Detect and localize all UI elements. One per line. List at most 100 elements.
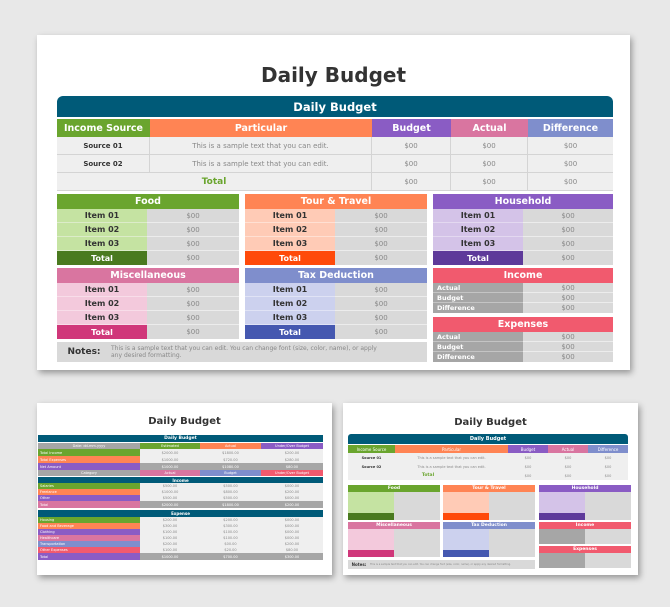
thumb1-cell: $500.00 — [200, 495, 261, 501]
item-value[interactable]: $00 — [147, 297, 239, 311]
thumb1-cell: $200.00 — [261, 449, 323, 456]
particular-cell[interactable]: This is a sample text that you can edit. — [150, 155, 372, 173]
budget-cell[interactable]: $00 — [372, 137, 451, 155]
total-difference[interactable]: $00 — [528, 173, 613, 191]
thumb2-notes-box: Notes: This is a sample text that you ca… — [348, 560, 535, 569]
item-value[interactable]: $00 — [523, 209, 613, 223]
thumb2-col-particular: Particular — [395, 445, 508, 453]
item-value[interactable]: $00 — [147, 223, 239, 237]
thumb2-misc-title: Miscellaneous — [348, 522, 440, 529]
source-cell[interactable]: Source 01 — [57, 137, 150, 155]
thumb2-cell: $00 — [508, 453, 548, 462]
table-banner: Daily Budget — [57, 96, 613, 117]
thumb2-notes-text: This is a sample text that you can edit.… — [370, 563, 511, 566]
notes-text[interactable]: This is a sample text that you can edit.… — [111, 345, 377, 359]
source-cell[interactable]: Source 02 — [57, 155, 150, 173]
thumbnail-slide-1[interactable]: Daily Budget Daily Budget Date: dd-mm-yy… — [37, 403, 332, 575]
thumb1-cell: $1800.00 — [200, 501, 261, 508]
expenses-actual-label: Actual — [433, 332, 523, 342]
expenses-difference-value[interactable]: $00 — [523, 352, 613, 362]
item-value[interactable]: $00 — [335, 297, 427, 311]
item-value[interactable]: $00 — [147, 311, 239, 325]
thumb1-cell: $100.00 — [140, 529, 200, 535]
item-value[interactable]: $00 — [335, 223, 427, 237]
actual-cell[interactable]: $00 — [451, 137, 528, 155]
thumb1-cell: $800.00 — [200, 489, 261, 495]
expenses-budget-value[interactable]: $00 — [523, 342, 613, 352]
thumb1-cell: $1000.00 — [140, 489, 200, 495]
thumb2-household-total — [539, 513, 585, 520]
thumb2-household-items — [539, 492, 585, 513]
thumb1-col-actual: Actual — [200, 443, 261, 449]
income-title: Income — [433, 268, 613, 283]
household-title: Household — [433, 194, 613, 209]
item-value[interactable]: $00 — [335, 283, 427, 297]
thumb2-tour-items — [443, 492, 489, 513]
expenses-budget-label: Budget — [433, 342, 523, 352]
thumb1-cell: $720.00 — [200, 456, 261, 463]
item-value[interactable]: $00 — [523, 237, 613, 251]
item-value[interactable]: $00 — [147, 209, 239, 223]
total-label: Total — [57, 173, 372, 191]
total-value[interactable]: $00 — [147, 325, 239, 339]
thumb2-income-values — [585, 529, 631, 544]
item-value[interactable]: $00 — [147, 237, 239, 251]
actual-cell[interactable]: $00 — [451, 155, 528, 173]
item-label: Item 03 — [245, 311, 335, 325]
notes-label: Notes: — [67, 347, 101, 357]
item-label: Item 03 — [57, 311, 147, 325]
total-value[interactable]: $00 — [335, 251, 427, 265]
total-budget[interactable]: $00 — [372, 173, 451, 191]
income-budget-value[interactable]: $00 — [523, 293, 613, 303]
main-slide-preview[interactable]: Daily Budget Daily Budget Income Source … — [37, 35, 630, 370]
thumbnail-slide-2[interactable]: Daily Budget Daily Budget Income Source … — [343, 403, 638, 575]
thumb1-col-category: Category — [38, 470, 140, 476]
thumb2-food-total — [348, 513, 394, 520]
particular-cell[interactable]: This is a sample text that you can edit. — [150, 137, 372, 155]
thumb1-cell: $000.00 — [261, 517, 323, 523]
thumb1-cell: $2000.00 — [140, 449, 200, 456]
thumb1-cell: $100.00 — [140, 547, 200, 553]
thumb2-particular: This is a sample text that you can edit. — [395, 462, 508, 471]
thumb1-cell: $100.00 — [200, 529, 261, 535]
thumb2-household-title: Household — [539, 485, 631, 492]
item-label: Item 02 — [433, 223, 523, 237]
total-value[interactable]: $00 — [523, 251, 613, 265]
item-value[interactable]: $00 — [335, 237, 427, 251]
total-value[interactable]: $00 — [147, 251, 239, 265]
thumb1-col-budget: Budget — [200, 470, 261, 476]
difference-cell[interactable]: $00 — [528, 155, 613, 173]
total-actual[interactable]: $00 — [451, 173, 528, 191]
thumb1-col-under-over2: Under/Over Budget — [261, 470, 323, 476]
thumb2-tour-total — [443, 513, 489, 520]
thumb2-cell: $00 — [548, 453, 588, 462]
total-value[interactable]: $00 — [335, 325, 427, 339]
income-difference-label: Difference — [433, 303, 523, 313]
expenses-difference-label: Difference — [433, 352, 523, 362]
income-difference-value[interactable]: $00 — [523, 303, 613, 313]
thumb1-row-label: Salaries — [38, 483, 140, 489]
item-value[interactable]: $00 — [335, 311, 427, 325]
thumb1-cell: $200.00 — [200, 517, 261, 523]
thumb1-row-label: Net Amount — [38, 463, 140, 470]
thumb2-cell: $00 — [548, 471, 588, 480]
thumb2-misc-items — [348, 529, 394, 550]
thumb2-food-items — [348, 492, 394, 513]
expenses-actual-value[interactable]: $00 — [523, 332, 613, 342]
income-actual-value[interactable]: $00 — [523, 283, 613, 293]
item-value[interactable]: $00 — [523, 223, 613, 237]
difference-cell[interactable]: $00 — [528, 137, 613, 155]
item-value[interactable]: $00 — [335, 209, 427, 223]
notes-box[interactable]: Notes: This is a sample text that you ca… — [57, 342, 427, 362]
item-value[interactable]: $00 — [147, 283, 239, 297]
budget-cell[interactable]: $00 — [372, 155, 451, 173]
thumb1-cell: $100.00 — [200, 535, 261, 541]
thumb2-tax-items — [443, 529, 489, 550]
thumb2-tax-total — [443, 550, 489, 557]
thumb2-col-budget: Budget — [508, 445, 548, 453]
thumb1-col-actual2: Actual — [140, 470, 200, 476]
thumb1-cell: $000.00 — [261, 529, 323, 535]
total-label: Total — [433, 251, 523, 265]
thumb1-row-label: Other — [38, 495, 140, 501]
thumb1-row-label: Total — [38, 553, 140, 560]
